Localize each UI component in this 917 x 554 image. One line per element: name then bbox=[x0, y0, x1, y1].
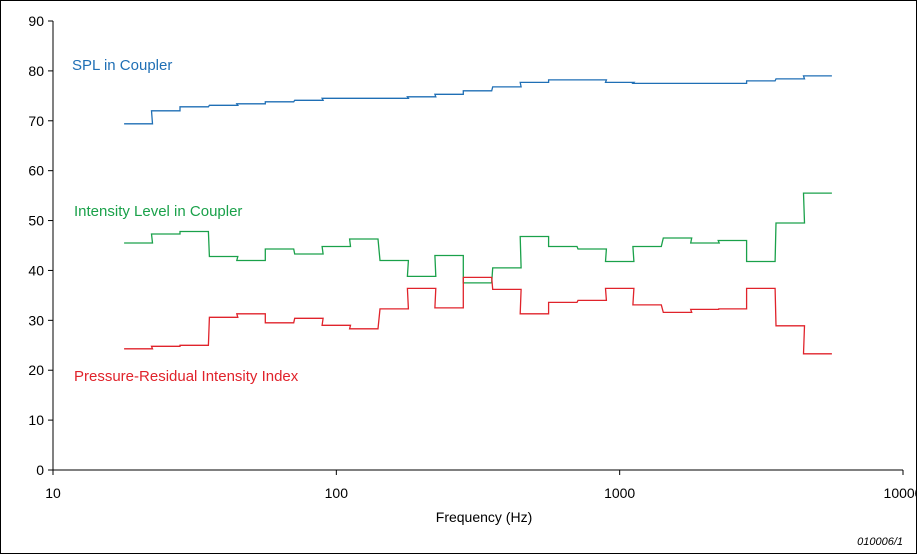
y-tick-label: 80 bbox=[28, 63, 44, 79]
series-labels: SPL in Coupler Intensity Level in Couple… bbox=[72, 57, 299, 385]
axes bbox=[52, 21, 903, 471]
x-tick-label: 100 bbox=[325, 485, 349, 501]
x-tick-label: 10000 bbox=[884, 485, 917, 501]
y-tick-label: 50 bbox=[28, 213, 44, 229]
y-ticks: 0 10 20 30 40 50 60 70 80 90 bbox=[28, 13, 53, 478]
series-label-spl: SPL in Coupler bbox=[72, 57, 172, 74]
series-lines bbox=[124, 75, 832, 355]
y-tick-label: 70 bbox=[28, 113, 44, 129]
y-tick-label: 60 bbox=[28, 163, 44, 179]
x-tick-label: 10 bbox=[45, 485, 61, 501]
y-tick-label: 10 bbox=[28, 412, 44, 428]
x-axis-label: Frequency (Hz) bbox=[436, 509, 532, 525]
figure-id: 010006/1 bbox=[857, 536, 903, 548]
y-tick-label: 20 bbox=[28, 362, 44, 378]
series-line-1 bbox=[124, 75, 832, 125]
y-tick-label: 40 bbox=[28, 262, 44, 278]
series-line-2 bbox=[124, 192, 832, 284]
x-tick-label: 1000 bbox=[604, 485, 635, 501]
y-tick-label: 90 bbox=[28, 13, 44, 29]
series-label-intensity: Intensity Level in Coupler bbox=[74, 203, 242, 220]
x-ticks: 10 100 1000 10000 bbox=[45, 470, 917, 501]
series-line-3 bbox=[124, 276, 832, 355]
series-label-pri: Pressure-Residual Intensity Index bbox=[74, 368, 299, 385]
y-tick-label: 0 bbox=[36, 462, 44, 478]
y-tick-label: 30 bbox=[28, 312, 44, 328]
